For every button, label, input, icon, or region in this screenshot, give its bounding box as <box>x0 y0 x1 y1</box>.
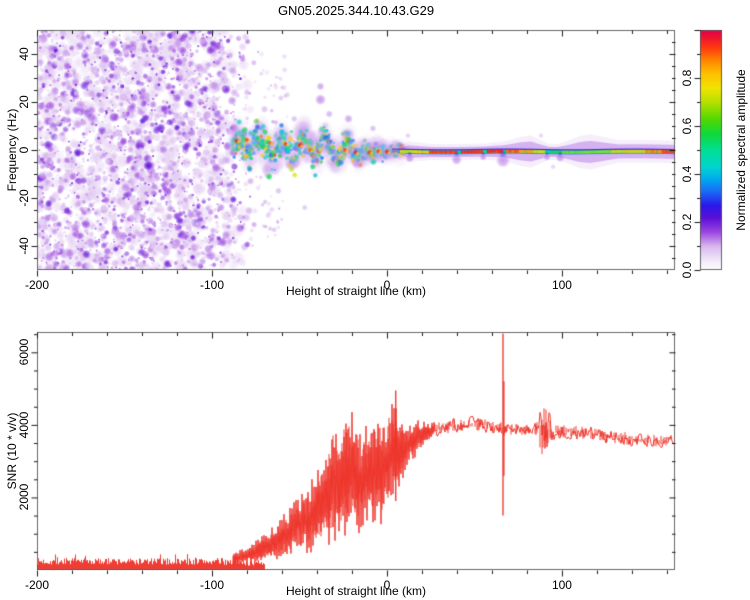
top-x-tick-label: -200 <box>24 278 50 292</box>
colorbar-tick-label: 0.0 <box>680 261 694 279</box>
colorbar-tick-label: 0.6 <box>680 117 694 135</box>
frequency-tick-label: -40 <box>17 237 31 255</box>
snr-tick-label: 6000 <box>17 338 31 366</box>
bottom-x-tick-label: 0 <box>383 578 391 592</box>
top-x-tick-label: -100 <box>199 278 224 292</box>
colorbar-tick-label: 0.4 <box>680 165 694 183</box>
snr-tick-label: 2000 <box>17 484 31 511</box>
bottom-x-tick-label: 100 <box>551 578 572 592</box>
top-x-tick-label: 100 <box>551 278 572 292</box>
colorbar-label: Normalized spectral amplitude <box>734 69 748 231</box>
bottom-x-tick-label: -100 <box>199 578 224 592</box>
top-x-tick-label: 0 <box>383 278 391 292</box>
snr-tick-label: 4000 <box>17 411 31 439</box>
colorbar-tick-label: 0.2 <box>680 213 694 231</box>
frequency-tick-label: 40 <box>17 47 31 61</box>
bottom-x-tick-label: -200 <box>24 578 50 592</box>
top-x-axis-label: Height of straight line (km) <box>285 284 427 298</box>
bottom-x-axis-label: Height of straight line (km) <box>285 584 427 598</box>
colorbar-tick-label: 0.8 <box>680 69 694 87</box>
frequency-tick-label: 20 <box>17 95 31 109</box>
frequency-tick-label: -20 <box>17 189 31 207</box>
frequency-tick-label: 0 <box>17 146 31 154</box>
